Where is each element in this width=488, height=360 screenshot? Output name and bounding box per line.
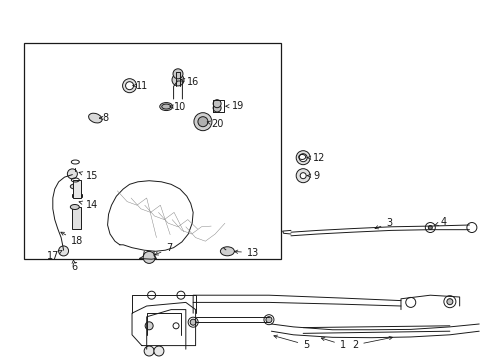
Text: 10: 10 xyxy=(170,102,185,112)
Circle shape xyxy=(144,346,154,356)
Text: 17: 17 xyxy=(46,251,62,261)
Circle shape xyxy=(67,169,77,179)
Text: 6: 6 xyxy=(71,259,77,272)
Circle shape xyxy=(265,317,271,323)
Text: 4: 4 xyxy=(434,217,446,228)
Circle shape xyxy=(213,100,221,108)
Text: 9: 9 xyxy=(306,171,319,181)
Circle shape xyxy=(59,246,68,256)
Ellipse shape xyxy=(88,113,102,123)
Circle shape xyxy=(172,74,183,86)
Bar xyxy=(72,207,81,229)
Circle shape xyxy=(427,225,431,230)
Text: 5: 5 xyxy=(273,335,309,350)
Text: 1: 1 xyxy=(321,337,346,350)
Text: 18: 18 xyxy=(61,232,83,246)
Circle shape xyxy=(125,82,133,90)
Circle shape xyxy=(145,322,153,330)
Text: 12: 12 xyxy=(306,153,325,163)
Text: 19: 19 xyxy=(225,101,244,111)
Circle shape xyxy=(446,299,452,305)
Text: 14: 14 xyxy=(79,200,98,210)
Circle shape xyxy=(300,173,305,179)
Circle shape xyxy=(299,154,306,162)
Text: 13: 13 xyxy=(234,248,259,258)
Circle shape xyxy=(194,113,211,131)
Circle shape xyxy=(154,346,163,356)
Text: 8: 8 xyxy=(100,113,109,123)
Ellipse shape xyxy=(162,104,170,109)
Bar xyxy=(24,43,281,259)
Circle shape xyxy=(190,319,196,325)
Circle shape xyxy=(122,79,136,93)
Text: 15: 15 xyxy=(79,171,98,181)
Text: 7: 7 xyxy=(155,243,172,255)
Bar xyxy=(73,180,81,198)
Circle shape xyxy=(173,69,183,79)
Ellipse shape xyxy=(70,204,79,210)
Circle shape xyxy=(143,251,155,264)
Ellipse shape xyxy=(70,184,79,189)
Text: 3: 3 xyxy=(374,218,392,229)
Circle shape xyxy=(213,104,221,112)
Text: 11: 11 xyxy=(133,81,148,91)
Circle shape xyxy=(198,117,207,127)
Text: 16: 16 xyxy=(181,77,199,87)
Ellipse shape xyxy=(220,247,234,256)
Text: 2: 2 xyxy=(351,336,392,350)
Circle shape xyxy=(296,169,309,183)
Text: 20: 20 xyxy=(207,119,223,129)
Ellipse shape xyxy=(160,103,172,111)
Circle shape xyxy=(296,151,309,165)
